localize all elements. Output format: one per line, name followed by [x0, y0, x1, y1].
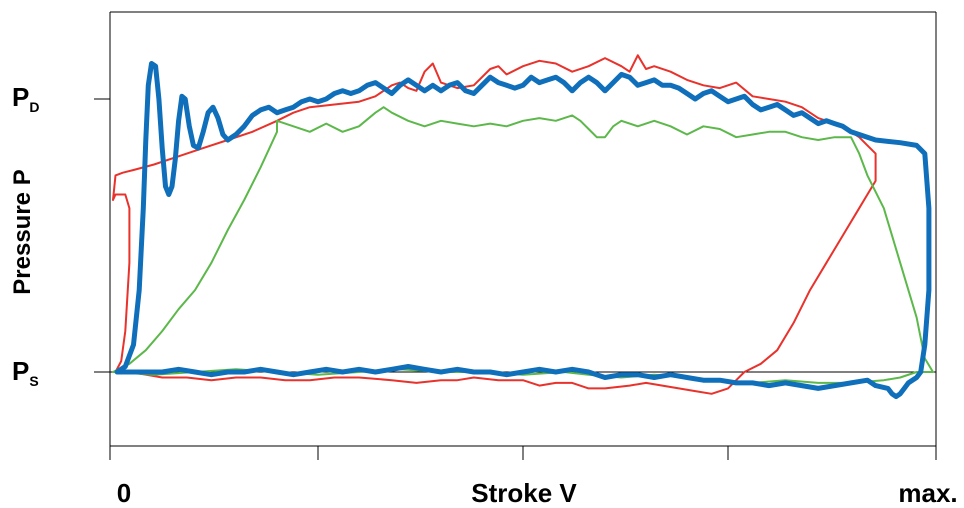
y-axis-label: Pressure P [9, 169, 36, 294]
y-tick-suction-main: P [12, 356, 29, 386]
series-line-2 [114, 61, 932, 400]
x-tick-min: 0 [117, 478, 131, 508]
y-tick-discharge-sub: D [29, 99, 39, 115]
series-line-1 [112, 106, 934, 384]
y-tick-discharge: PD [12, 82, 39, 115]
y-tick-suction: PS [12, 356, 39, 389]
y-tick-suction-sub: S [29, 373, 38, 389]
series-line-0 [112, 54, 877, 395]
x-tick-max: max. [898, 478, 957, 508]
y-tick-discharge-main: P [12, 82, 29, 112]
x-axis-label: Stroke V [471, 478, 577, 508]
series-layer [112, 54, 934, 400]
x-ticks [109, 446, 937, 460]
